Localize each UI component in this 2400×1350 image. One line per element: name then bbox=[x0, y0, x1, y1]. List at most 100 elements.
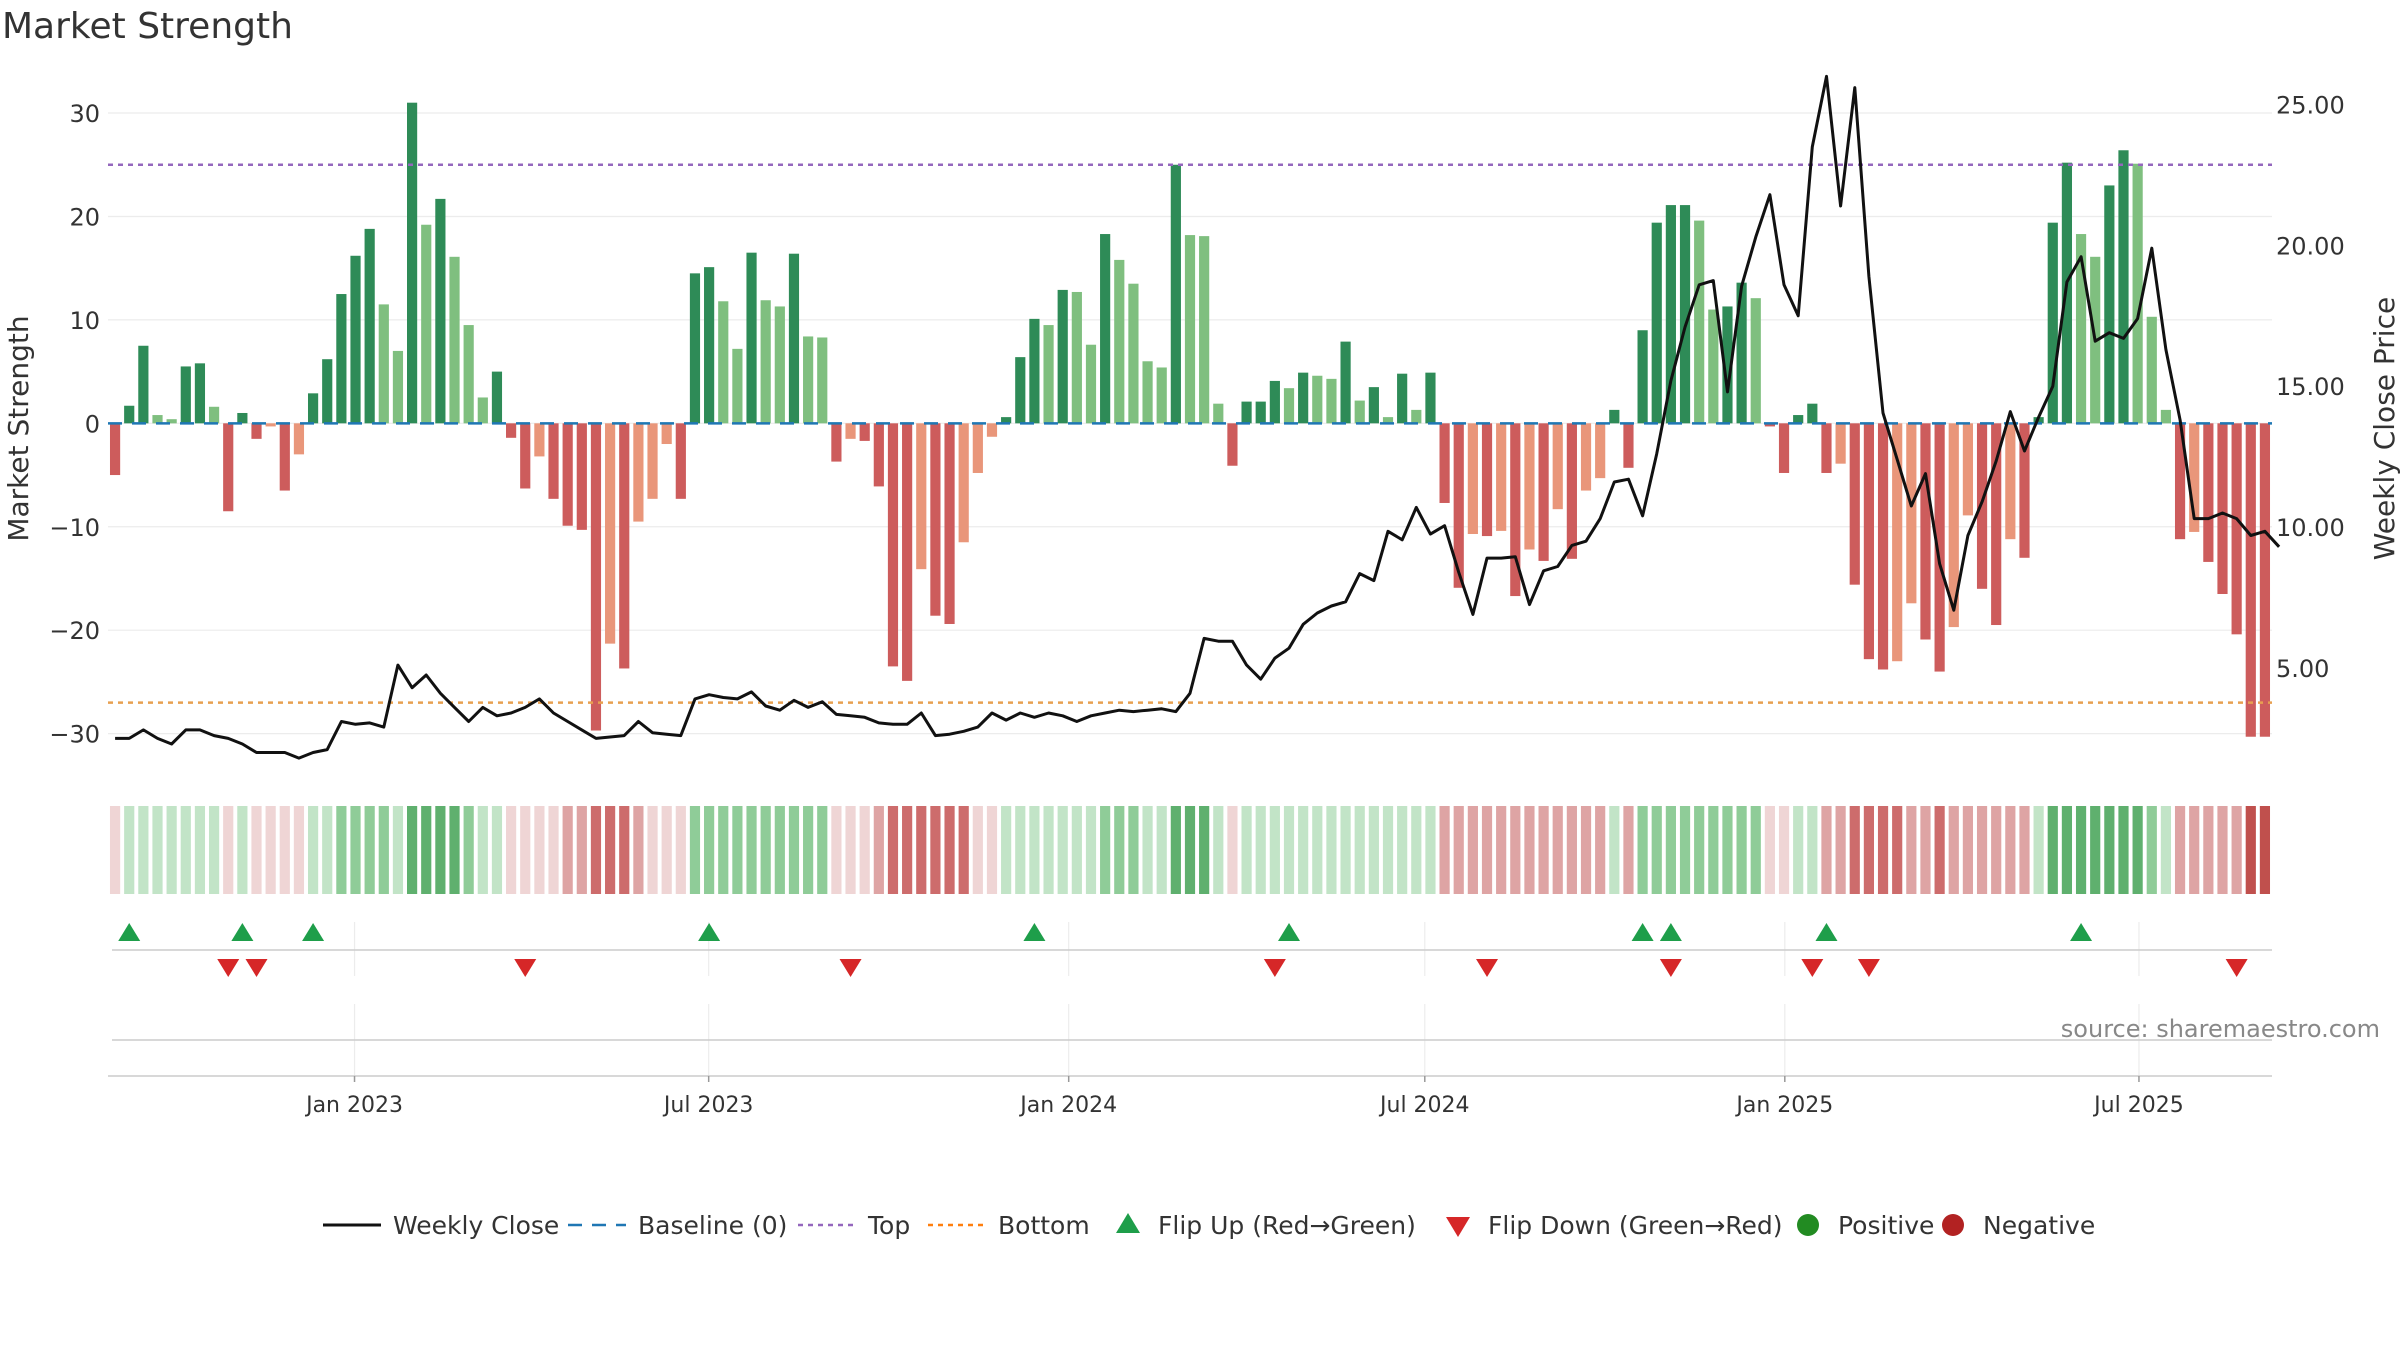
flip-up-marker bbox=[1631, 923, 1654, 941]
flip-up-marker bbox=[302, 923, 325, 941]
strength-bar bbox=[1552, 423, 1563, 510]
strength-bars bbox=[109, 102, 2271, 737]
legend-label: Positive bbox=[1838, 1211, 1934, 1240]
strip-cell bbox=[364, 806, 375, 894]
strength-bar bbox=[138, 345, 149, 424]
strength-bar bbox=[1637, 330, 1648, 424]
strip-cell bbox=[421, 806, 432, 894]
strip-cell bbox=[986, 806, 998, 894]
strength-bar bbox=[1496, 423, 1507, 531]
legend-label: Flip Down (Green→Red) bbox=[1488, 1211, 1783, 1240]
strength-bar bbox=[1764, 423, 1775, 427]
flip-up-marker bbox=[1023, 923, 1046, 941]
flip-down-marker bbox=[2225, 959, 2248, 977]
strip-cell bbox=[1015, 806, 1026, 894]
strength-bar bbox=[2245, 423, 2256, 737]
strip-cell bbox=[477, 806, 488, 894]
strength-bar bbox=[223, 423, 234, 512]
strip-cell bbox=[1128, 806, 1139, 894]
flip-up-marker bbox=[118, 923, 141, 941]
strip-cell bbox=[1807, 806, 1818, 894]
strength-bar bbox=[647, 423, 658, 499]
strength-bar bbox=[958, 423, 969, 543]
strength-bar bbox=[364, 228, 375, 424]
strength-bar bbox=[2217, 423, 2228, 594]
strip-cell bbox=[2118, 806, 2129, 894]
strip-cell bbox=[307, 806, 319, 894]
strength-bar bbox=[1665, 205, 1676, 424]
strength-bar bbox=[1538, 423, 1549, 561]
strip-cell bbox=[1877, 806, 1889, 894]
strength-bar bbox=[1623, 423, 1634, 468]
strength-bar bbox=[1340, 341, 1351, 424]
strength-bar bbox=[1213, 403, 1224, 424]
flip-up-marker bbox=[698, 923, 721, 941]
legend-item: Weekly Close bbox=[323, 1211, 559, 1240]
strength-bar bbox=[1227, 423, 1238, 466]
strip-cell bbox=[1170, 806, 1181, 894]
y-axis-title: Market Strength bbox=[2, 315, 35, 541]
strength-bar bbox=[2047, 222, 2058, 424]
strip-cell bbox=[2259, 806, 2271, 894]
strength-bar bbox=[1128, 283, 1139, 424]
strip-cell bbox=[1411, 806, 1422, 894]
strip-cell bbox=[1679, 806, 1691, 894]
strength-bar bbox=[392, 350, 404, 424]
strip-cell bbox=[2019, 806, 2030, 894]
legend: Weekly Close Baseline (0) Top Bottom Flip Up… bbox=[323, 1211, 2095, 1240]
strength-bar bbox=[1453, 423, 1464, 588]
strength-bar bbox=[2118, 150, 2129, 424]
strength-bar bbox=[873, 423, 884, 487]
strength-bar bbox=[1199, 236, 1210, 424]
strength-bar bbox=[1849, 423, 1860, 585]
strip-cell bbox=[1821, 806, 1832, 894]
y-tick-label: 0 bbox=[85, 410, 100, 438]
strip-cell bbox=[2203, 806, 2214, 894]
strip-cell bbox=[1863, 806, 1874, 894]
strength-bar bbox=[152, 415, 163, 424]
strip-cell bbox=[1736, 806, 1747, 894]
strength-bar bbox=[1679, 205, 1691, 424]
strength-bar bbox=[237, 412, 248, 424]
strength-bar bbox=[845, 423, 856, 439]
source-note: source: sharemaestro.com bbox=[2060, 1015, 2380, 1043]
strip-cell bbox=[1269, 806, 1280, 894]
y-tick-label: 30 bbox=[69, 100, 100, 128]
strip-cell bbox=[1340, 806, 1351, 894]
strength-bar bbox=[1326, 378, 1337, 424]
strength-bar bbox=[1948, 423, 1959, 628]
strip-cell bbox=[1029, 806, 1040, 894]
strip-cell bbox=[2245, 806, 2256, 894]
strip-cell bbox=[1227, 806, 1238, 894]
strength-bar bbox=[1184, 235, 1196, 424]
strip-cell bbox=[1001, 806, 1012, 894]
strength-bar bbox=[718, 301, 729, 424]
strip-cell bbox=[1085, 806, 1097, 894]
strength-bar bbox=[788, 253, 800, 424]
strip-cell bbox=[1156, 806, 1167, 894]
strength-bar bbox=[1877, 423, 1889, 670]
strength-bar bbox=[2259, 423, 2271, 737]
strip-cell bbox=[1976, 806, 1988, 894]
strip-cell bbox=[887, 806, 899, 894]
flip-down-marker bbox=[1659, 959, 1682, 977]
strength-bar bbox=[1043, 325, 1054, 424]
legend-swatch-circle bbox=[1942, 1214, 1964, 1236]
strip-cell bbox=[1849, 806, 1860, 894]
strip-cell bbox=[2104, 806, 2115, 894]
strength-bar bbox=[1029, 318, 1040, 424]
x-tick-label: Jan 2024 bbox=[1018, 1093, 1117, 1118]
strip-cell bbox=[279, 806, 290, 894]
x-tick-label: Jul 2023 bbox=[662, 1093, 754, 1118]
strip-cell bbox=[1283, 806, 1295, 894]
strength-bar bbox=[1411, 409, 1422, 424]
strip-cell bbox=[2189, 806, 2200, 894]
strip-cell bbox=[704, 806, 715, 894]
strength-bar bbox=[421, 224, 432, 424]
strength-bar bbox=[746, 252, 757, 424]
strength-bar bbox=[1892, 423, 1903, 662]
strength-bar bbox=[2132, 163, 2143, 424]
strength-bar bbox=[774, 306, 785, 424]
strip-cell bbox=[944, 806, 955, 894]
